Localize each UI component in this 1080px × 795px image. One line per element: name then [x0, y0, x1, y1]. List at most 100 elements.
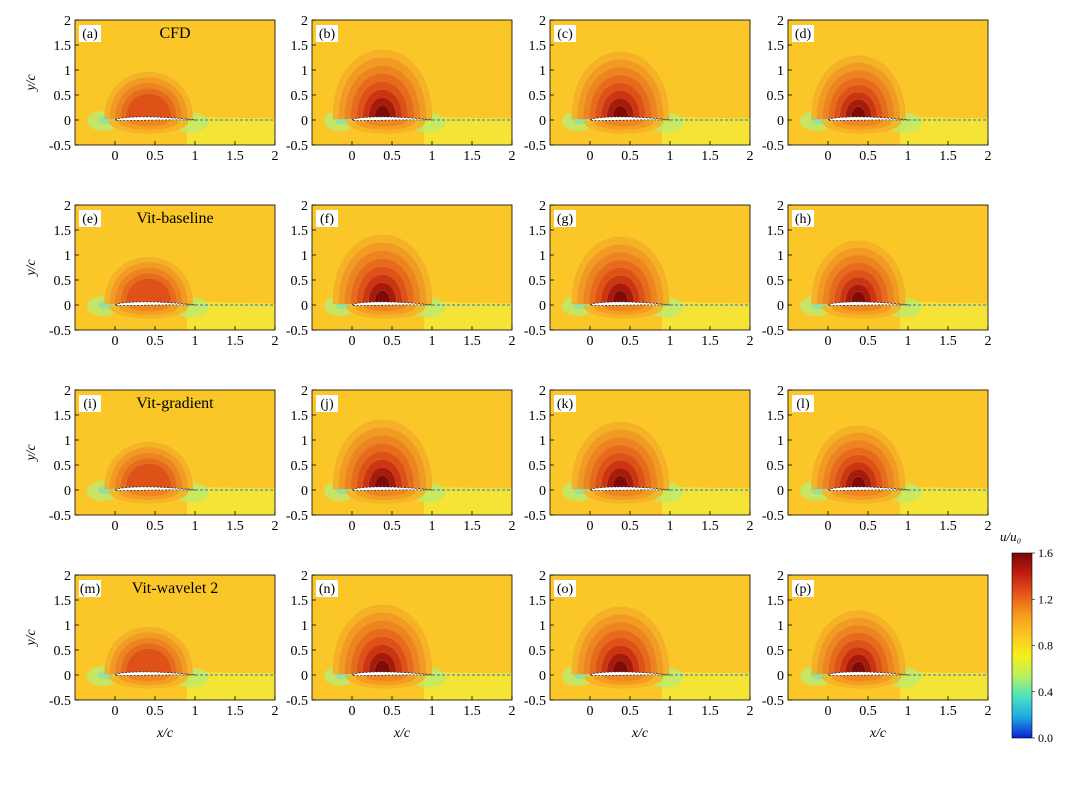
contour-level — [125, 463, 172, 490]
velocity-field — [75, 390, 275, 515]
y-tick-label: 2 — [539, 14, 546, 29]
y-tick-label: 0 — [301, 114, 308, 129]
contour-level — [125, 93, 172, 120]
x-tick-label: 2 — [509, 704, 516, 719]
y-tick-label: 0 — [301, 484, 308, 499]
x-tick-label: 0.5 — [383, 519, 401, 534]
y-tick-label: -0.5 — [49, 694, 71, 709]
panel-frame — [549, 574, 751, 701]
x-tick-label: 1.5 — [939, 149, 957, 164]
x-axis-title: x/c — [156, 726, 174, 741]
y-tick-label: 1.5 — [767, 224, 785, 239]
contour-panel: (f) -0.5 0 0.5 1 1.5 2 0 0.5 1 1.5 2 — [286, 199, 516, 349]
wake-region — [900, 487, 988, 515]
colorbar-tick-label: 0.4 — [1038, 685, 1053, 699]
x-tick-label: 2 — [272, 334, 279, 349]
contour-level-lower — [602, 305, 645, 312]
y-tick-label: 1.5 — [54, 224, 72, 239]
x-tick-label: 1 — [192, 149, 199, 164]
x-tick-label: 1.5 — [939, 704, 957, 719]
velocity-field — [75, 575, 275, 700]
y-tick-label: 1 — [777, 434, 784, 449]
contour-panel: (p) -0.5 0 0.5 1 1.5 2 0 0.5 1 1.5 2 x/c — [762, 569, 992, 741]
y-tick-label: 0.5 — [291, 89, 309, 104]
y-tick-label: 1 — [539, 249, 546, 264]
wake-region — [662, 672, 750, 700]
panel-label: (c) — [557, 27, 573, 42]
y-tick-label: 1 — [301, 249, 308, 264]
velocity-field — [75, 205, 275, 330]
y-tick-label: 0 — [777, 299, 784, 314]
y-tick-label: 1.5 — [529, 409, 547, 424]
velocity-field — [550, 390, 750, 515]
colorbar-gradient — [1011, 552, 1033, 739]
contour-level-lower — [602, 120, 645, 127]
x-tick-label: 2 — [985, 149, 992, 164]
x-tick-label: 1 — [667, 149, 674, 164]
panel-label: (f) — [320, 212, 334, 227]
y-tick-label: 2 — [64, 14, 71, 29]
panel-frame — [74, 19, 276, 146]
x-tick-label: 0.5 — [859, 149, 877, 164]
y-tick-label: 1 — [301, 619, 308, 634]
contour-panel: (j) -0.5 0 0.5 1 1.5 2 0 0.5 1 1.5 2 — [286, 384, 516, 534]
panel-frame — [549, 389, 751, 516]
panel-label-box — [316, 580, 338, 597]
x-tick-label: 0 — [825, 149, 832, 164]
contour-level-lower — [840, 490, 883, 497]
contour-level-lower — [840, 120, 883, 127]
wake-region — [662, 117, 750, 145]
y-tick-label: 1.5 — [767, 409, 785, 424]
y-tick-label: 0.5 — [291, 274, 309, 289]
x-tick-label: 0 — [825, 704, 832, 719]
x-tick-label: 0 — [112, 149, 119, 164]
y-tick-label: 1 — [539, 434, 546, 449]
contour-panel: (c) -0.5 0 0.5 1 1.5 2 0 0.5 1 1.5 2 — [524, 14, 754, 164]
x-tick-label: 0 — [825, 519, 832, 534]
colorbar-title: u/u₀ — [1000, 529, 1021, 544]
panel-frame — [549, 19, 751, 146]
contour-level-lower — [364, 675, 407, 682]
x-tick-label: 1 — [667, 704, 674, 719]
y-tick-label: 0 — [64, 299, 71, 314]
y-tick-label: 1 — [64, 434, 71, 449]
x-tick-label: 0 — [587, 519, 594, 534]
x-tick-label: 2 — [272, 149, 279, 164]
x-tick-label: 2 — [509, 149, 516, 164]
y-tick-label: 2 — [777, 384, 784, 399]
panel-frame — [74, 574, 276, 701]
x-tick-label: 0 — [349, 519, 356, 534]
y-tick-label: 0 — [301, 299, 308, 314]
panel-label-box — [554, 25, 576, 42]
method-title: Vit-wavelet 2 — [132, 580, 219, 597]
panel-label: (a) — [82, 27, 98, 42]
velocity-field — [312, 390, 512, 515]
x-tick-label: 0.5 — [859, 334, 877, 349]
panel-label: (i) — [83, 397, 97, 412]
y-tick-label: 2 — [301, 384, 308, 399]
panel-label: (o) — [557, 582, 574, 597]
panel-label: (m) — [80, 582, 101, 597]
x-tick-label: 2 — [985, 334, 992, 349]
panel-label-box — [316, 395, 338, 412]
method-title: Vit-gradient — [136, 395, 214, 412]
contour-panel: (h) -0.5 0 0.5 1 1.5 2 0 0.5 1 1.5 2 — [762, 199, 992, 349]
velocity-field — [550, 205, 750, 330]
contour-panel: (e) Vit-baseline -0.5 0 0.5 1 1.5 2 0 0.5 1 1.5 2 y/c — [24, 199, 279, 349]
panel-frame — [311, 574, 513, 701]
x-tick-label: 0.5 — [859, 704, 877, 719]
y-tick-label: 0 — [777, 669, 784, 684]
colorbar-tick-label: 1.6 — [1038, 546, 1053, 560]
y-axis-title: y/c — [24, 74, 39, 93]
y-tick-label: 0.5 — [291, 459, 309, 474]
y-tick-label: 2 — [777, 569, 784, 584]
colorbar-tick-label: 0.8 — [1038, 639, 1053, 653]
y-tick-label: 1.5 — [529, 39, 547, 54]
wake-region — [424, 672, 512, 700]
y-tick-label: 0 — [539, 484, 546, 499]
contour-panel: (g) -0.5 0 0.5 1 1.5 2 0 0.5 1 1.5 2 — [524, 199, 754, 349]
x-tick-label: 1.5 — [701, 704, 719, 719]
panel-label-box — [792, 580, 814, 597]
x-tick-label: 0 — [349, 334, 356, 349]
x-tick-label: 1.5 — [939, 334, 957, 349]
